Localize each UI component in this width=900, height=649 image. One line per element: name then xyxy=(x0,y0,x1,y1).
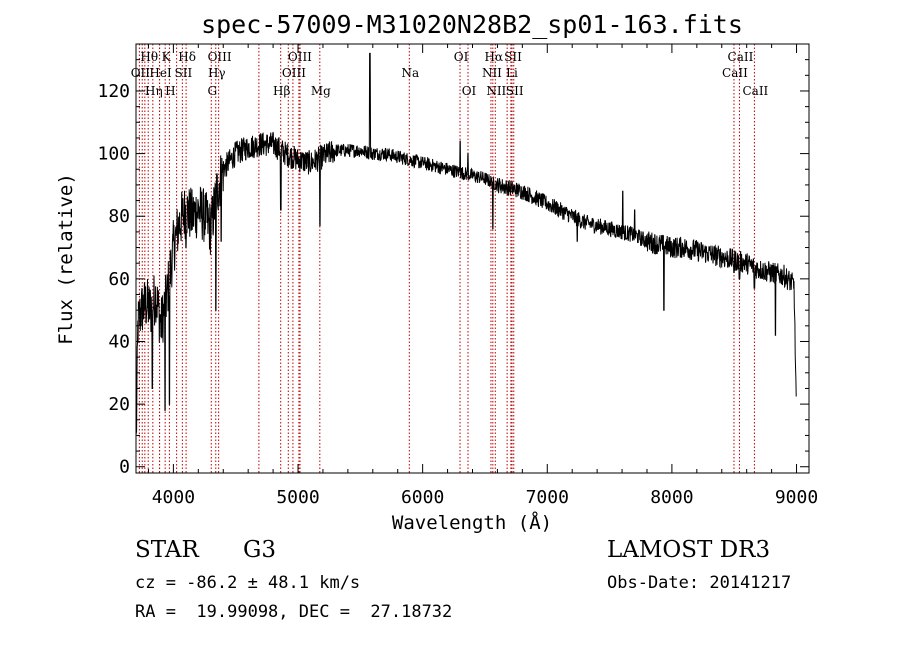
line-marker-label: NII xyxy=(486,84,506,98)
redshift-cz: cz = -86.2 ± 48.1 km/s xyxy=(135,573,361,593)
x-tick-label: 5000 xyxy=(276,487,319,508)
line-marker-label: Mg xyxy=(311,84,331,98)
coordinates: RA = 19.99098, DEC = 27.18732 xyxy=(135,602,453,622)
line-marker-label: CaII xyxy=(728,50,754,64)
line-marker-label: CaII xyxy=(722,66,748,80)
object-subclass: G3 xyxy=(243,537,277,563)
x-axis-label: Wavelength (Å) xyxy=(392,511,552,534)
line-marker-label: OI xyxy=(454,50,469,64)
line-marker-label: Hδ xyxy=(178,50,196,64)
spectrum-layer xyxy=(135,52,797,434)
line-marker-label: G xyxy=(207,84,217,98)
line-marker-label: Hγ xyxy=(208,66,226,80)
line-marker-label: OIII xyxy=(282,66,306,80)
line-marker-label: Hα xyxy=(485,50,504,64)
y-tick-label: 0 xyxy=(119,457,130,478)
line-marker-label: SII xyxy=(506,84,524,98)
line-marker-label: OIII xyxy=(288,50,312,64)
line-marker-label: Li xyxy=(506,66,518,80)
spectrum-series xyxy=(135,52,797,434)
survey-name: LAMOST DR3 xyxy=(607,537,771,563)
y-tick-label: 60 xyxy=(108,269,130,290)
line-marker-label: Hη xyxy=(145,84,163,98)
object-class: STAR xyxy=(135,537,199,563)
line-marker-label: NII xyxy=(482,66,502,80)
y-tick-label: 120 xyxy=(97,81,130,102)
line-marker-label: Hβ xyxy=(273,84,290,98)
obs-date: Obs-Date: 20141217 xyxy=(607,573,792,593)
y-tick-label: 80 xyxy=(108,206,130,227)
y-tick-label: 20 xyxy=(108,394,130,415)
line-marker-label: K xyxy=(162,50,172,64)
line-marker-label: HeI xyxy=(149,66,172,80)
line-marker-label: OIII xyxy=(208,50,232,64)
line-marker-label: OI xyxy=(462,84,477,98)
line-marker-label: OII xyxy=(131,66,151,80)
x-tick-label: 6000 xyxy=(401,487,444,508)
x-tick-label: 4000 xyxy=(152,487,195,508)
line-marker-label: SII xyxy=(175,66,193,80)
line-marker-label: SII xyxy=(504,50,522,64)
y-tick-label: 40 xyxy=(108,331,130,352)
line-marker-label: Na xyxy=(401,66,419,80)
chart-title: spec-57009-M31020N28B2_sp01-163.fits xyxy=(201,10,743,39)
x-tick-label: 9000 xyxy=(775,487,818,508)
x-tick-label: 7000 xyxy=(526,487,569,508)
axis-ticks: 4000 5000 6000 7000 8000 9000 0 20 40 60 80 100 120 xyxy=(97,44,818,508)
y-axis-label: Flux (relative) xyxy=(55,173,77,345)
line-marker-label: Hθ xyxy=(140,50,158,64)
line-marker-label: CaII xyxy=(742,84,768,98)
line-marker-label: H xyxy=(165,84,175,98)
y-tick-label: 100 xyxy=(97,144,130,165)
x-tick-label: 8000 xyxy=(650,487,693,508)
